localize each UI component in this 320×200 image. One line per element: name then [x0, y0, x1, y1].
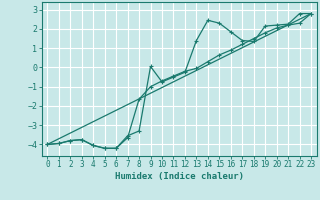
- X-axis label: Humidex (Indice chaleur): Humidex (Indice chaleur): [115, 172, 244, 181]
